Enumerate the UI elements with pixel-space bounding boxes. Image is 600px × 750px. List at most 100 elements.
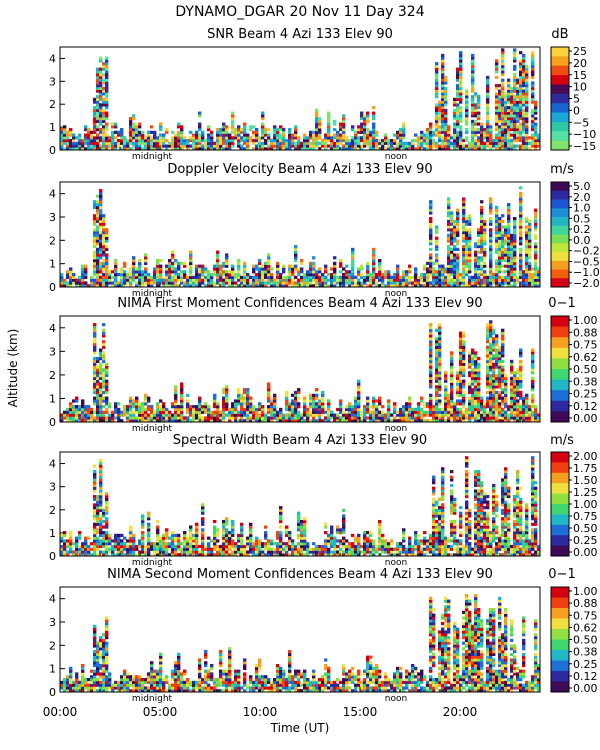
heatmap-cell <box>489 228 493 232</box>
colorbar-label: −0.5 <box>573 255 600 268</box>
heatmap-cell <box>339 125 343 129</box>
heatmap-cell <box>324 139 328 143</box>
heatmap-cell <box>426 128 430 132</box>
heatmap-cell <box>510 379 514 383</box>
heatmap-cell <box>513 75 517 79</box>
heatmap-cell <box>228 419 232 423</box>
colorbar: 5.02.01.00.50.20.0−0.2−0.5−1.0−2.0 <box>550 180 600 290</box>
heatmap-cell <box>315 407 319 412</box>
heatmap-cell <box>432 419 436 423</box>
heatmap-cell <box>138 259 142 263</box>
heatmap-cell <box>378 410 382 414</box>
heatmap-cell <box>333 136 337 140</box>
heatmap-cell <box>414 284 418 288</box>
heatmap-cell <box>327 413 331 417</box>
heatmap-cell <box>360 264 364 268</box>
heatmap-cell <box>291 413 295 417</box>
heatmap-cell <box>309 275 313 279</box>
heatmap-cell <box>348 413 352 417</box>
heatmap-cell <box>489 278 493 282</box>
heatmap-cell <box>234 128 238 132</box>
heatmap-cell <box>342 273 346 277</box>
heatmap-cell <box>510 410 514 414</box>
heatmap-cell <box>474 390 478 395</box>
heatmap-cell <box>240 275 244 279</box>
heatmap-cell <box>447 147 451 151</box>
heatmap-cell <box>519 214 523 218</box>
heatmap-cell <box>468 217 472 221</box>
panel-title: Doppler Velocity Beam 4 Azi 133 Elev 90 <box>167 162 432 177</box>
heatmap-cell <box>141 275 145 279</box>
heatmap-cell <box>201 278 205 282</box>
heatmap-cell <box>354 284 358 288</box>
heatmap-cell <box>504 92 508 96</box>
heatmap-cell <box>495 239 499 243</box>
heatmap-cell <box>426 413 430 417</box>
heatmap-cell <box>297 267 301 271</box>
heatmap-cell <box>327 402 331 406</box>
heatmap-cell <box>348 147 352 151</box>
heatmap-cell <box>351 139 355 143</box>
heatmap-cell <box>528 222 532 226</box>
heatmap-cell <box>429 225 433 229</box>
heatmap-cell <box>519 379 523 383</box>
heatmap-cell <box>474 379 478 383</box>
heatmap-cell <box>189 136 193 140</box>
heatmap-cell <box>297 416 301 420</box>
heatmap-cell <box>174 419 178 423</box>
heatmap-cell <box>516 281 520 285</box>
heatmap-cell <box>525 399 529 403</box>
heatmap-cell <box>96 402 100 406</box>
heatmap-cell <box>228 281 232 285</box>
heatmap-cell <box>420 278 424 282</box>
heatmap-cell <box>156 141 160 145</box>
heatmap-cell <box>363 122 367 126</box>
heatmap-cell <box>351 416 355 420</box>
heatmap-cell <box>513 117 517 121</box>
heatmap-cell <box>150 416 154 420</box>
heatmap-cell <box>366 117 370 121</box>
heatmap-cell <box>204 270 208 274</box>
heatmap-cell <box>519 194 523 198</box>
heatmap-cell <box>507 214 511 218</box>
heatmap-cell <box>186 275 190 279</box>
heatmap-cell <box>438 108 442 112</box>
heatmap-cell <box>447 222 451 226</box>
heatmap-cell <box>105 239 109 243</box>
heatmap-cell <box>132 125 136 129</box>
heatmap-cell <box>291 133 295 137</box>
heatmap-cell <box>471 56 475 60</box>
heatmap-cell <box>198 270 202 274</box>
heatmap-cell <box>498 219 502 223</box>
heatmap-cell <box>372 130 376 134</box>
heatmap-cell <box>519 242 523 246</box>
heatmap-cell <box>174 393 178 397</box>
heatmap-cell <box>501 402 505 406</box>
heatmap-cell <box>174 139 178 143</box>
heatmap-cell <box>516 144 520 148</box>
heatmap-cell <box>144 267 148 271</box>
heatmap-cell <box>219 278 223 282</box>
heatmap-cell <box>453 144 457 148</box>
heatmap-cell <box>432 281 436 285</box>
heatmap-cell <box>453 256 457 260</box>
heatmap-cell <box>96 407 100 412</box>
heatmap-cell <box>426 281 430 285</box>
heatmap-cell <box>465 100 469 104</box>
heatmap-cell <box>438 264 442 268</box>
heatmap-cell <box>171 267 175 271</box>
heatmap-cell <box>456 419 460 423</box>
heatmap-cell <box>219 264 223 268</box>
heatmap-cell <box>99 144 103 148</box>
heatmap-cell <box>519 351 523 355</box>
heatmap-cell <box>501 86 505 90</box>
heatmap-cell <box>462 340 466 344</box>
heatmap-cell <box>99 239 103 243</box>
heatmap-cell <box>513 106 517 110</box>
heatmap-cell <box>534 214 538 218</box>
heatmap-cell <box>360 122 364 126</box>
heatmap-cell <box>69 281 73 285</box>
heatmap-cell <box>105 106 109 110</box>
heatmap-cell <box>525 100 529 104</box>
heatmap-cell <box>408 141 412 145</box>
